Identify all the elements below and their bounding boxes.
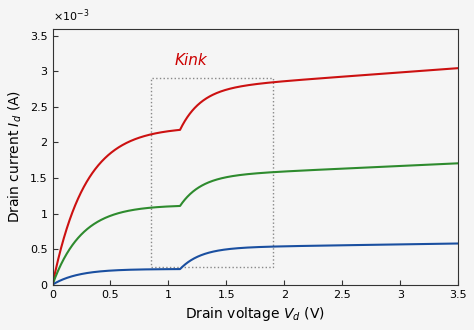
Text: Kink: Kink <box>174 53 207 68</box>
Text: $\times 10^{-3}$: $\times 10^{-3}$ <box>53 7 89 23</box>
Y-axis label: Drain current $I_d$ (A): Drain current $I_d$ (A) <box>7 90 24 223</box>
Bar <box>151 79 273 267</box>
X-axis label: Drain voltage $V_d$ (V): Drain voltage $V_d$ (V) <box>185 305 325 323</box>
